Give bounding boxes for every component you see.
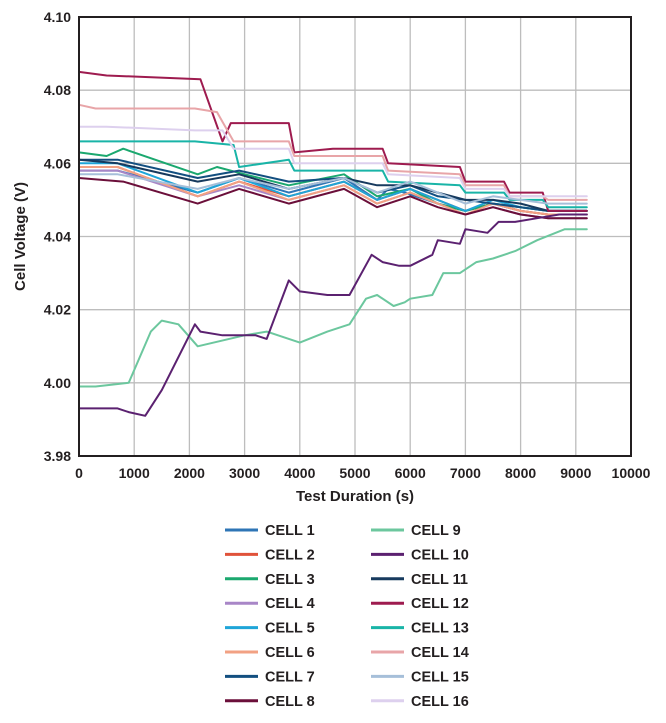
plot-frame: [78, 16, 632, 457]
y-tick-label: 4.06: [44, 155, 71, 171]
legend-label-cell-7: CELL 7: [265, 669, 315, 685]
x-tick-label: 1000: [119, 465, 150, 481]
x-tick-label: 7000: [450, 465, 481, 481]
x-tick-label: 9000: [560, 465, 591, 481]
legend-label-cell-1: CELL 1: [265, 523, 315, 539]
y-tick-label: 4.10: [44, 9, 71, 25]
series-line-cell-8: [78, 177, 588, 220]
series-line-cell-10: [78, 213, 588, 417]
series-line-cell-11: [78, 158, 588, 212]
legend-label-cell-11: CELL 11: [411, 572, 468, 588]
x-tick-label: 4000: [284, 465, 315, 481]
x-tick-label: 0: [75, 465, 83, 481]
x-tick-label: 6000: [395, 465, 426, 481]
y-axis-title: Cell Voltage (V): [12, 182, 29, 291]
x-tick-label: 8000: [505, 465, 536, 481]
y-axis-ticks: 3.98 4.00 4.02 4.04 4.06 4.08 4.10: [44, 9, 71, 464]
y-tick-label: 4.08: [44, 82, 71, 98]
series-line-cell-13: [78, 140, 588, 209]
x-tick-label: 5000: [339, 465, 370, 481]
series-layer: [78, 70, 588, 417]
legend-label-cell-9: CELL 9: [411, 523, 461, 539]
series-line-cell-15: [78, 173, 588, 205]
y-tick-label: 4.04: [44, 229, 71, 245]
series-line-cell-16: [78, 125, 588, 198]
legend-label-cell-3: CELL 3: [265, 572, 315, 588]
legend-label-cell-8: CELL 8: [265, 694, 315, 710]
x-tick-label: 3000: [229, 465, 260, 481]
legend-label-cell-5: CELL 5: [265, 621, 315, 637]
y-tick-label: 4.02: [44, 302, 71, 318]
legend-label-cell-16: CELL 16: [411, 694, 469, 710]
x-axis-title: Test Duration (s): [296, 488, 414, 505]
legend-label-cell-6: CELL 6: [265, 645, 315, 661]
legend-label-cell-15: CELL 15: [411, 669, 469, 685]
x-tick-label: 2000: [174, 465, 205, 481]
x-axis-ticks: 0 1000 2000 3000 4000 5000 6000 7000 8000 9000 100…: [75, 465, 651, 481]
y-tick-label: 4.00: [44, 375, 71, 391]
legend-label-cell-14: CELL 14: [411, 645, 469, 661]
series-line-cell-7: [78, 158, 588, 212]
legend-label-cell-13: CELL 13: [411, 621, 469, 637]
series-line-cell-14: [78, 103, 588, 201]
legend-label-cell-2: CELL 2: [265, 547, 315, 563]
x-tick-label: 10000: [612, 465, 651, 481]
legend: CELL 1 CELL 2 CELL 3 CELL 4 CELL 5 CELL 6 CELL…: [225, 523, 469, 710]
y-tick-label: 3.98: [44, 448, 71, 464]
series-line-cell-6: [78, 166, 588, 216]
series-line-cell-9: [78, 228, 588, 388]
legend-label-cell-4: CELL 4: [265, 596, 315, 612]
series-line-cell-12: [78, 70, 588, 212]
legend-label-cell-12: CELL 12: [411, 596, 469, 612]
legend-label-cell-10: CELL 10: [411, 547, 469, 563]
